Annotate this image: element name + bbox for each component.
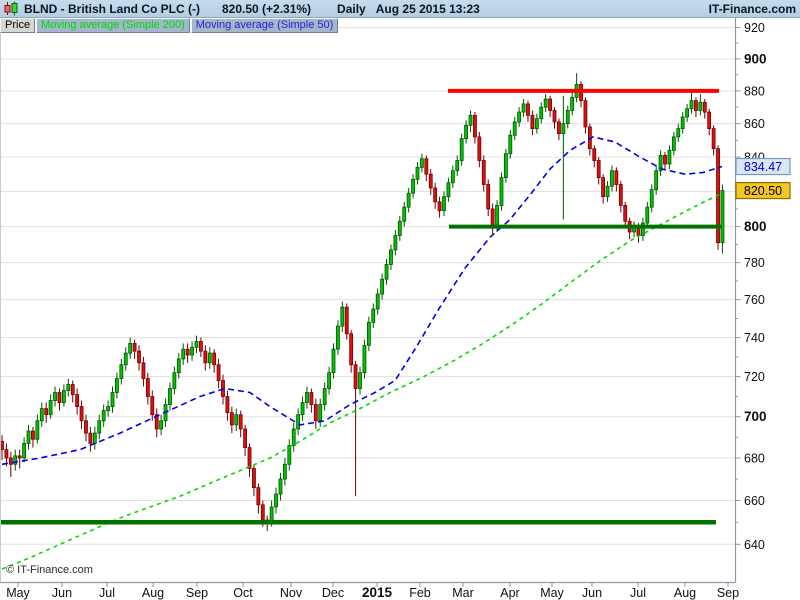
- timeframe-label: Daily: [337, 1, 366, 16]
- price-axis-labels: 9209008808608408208007807607407207006806…: [735, 21, 767, 552]
- svg-text:Jun: Jun: [582, 586, 602, 600]
- svg-text:Aug: Aug: [674, 586, 696, 600]
- svg-text:760: 760: [744, 293, 765, 307]
- svg-text:700: 700: [744, 409, 767, 424]
- last-price-change: 820.50 (+2.31%): [221, 1, 312, 16]
- svg-text:740: 740: [744, 331, 765, 345]
- svg-text:Sep: Sep: [717, 586, 739, 600]
- svg-text:Mar: Mar: [452, 586, 474, 600]
- svg-text:Sep: Sep: [186, 586, 208, 600]
- level-lines: [0, 88, 722, 525]
- legend-tab-ma50[interactable]: Moving average (Simple 50): [190, 18, 339, 33]
- svg-text:900: 900: [744, 51, 767, 66]
- legend-tab-price[interactable]: Price: [0, 18, 36, 33]
- svg-text:880: 880: [744, 84, 765, 98]
- svg-text:Apr: Apr: [500, 586, 519, 600]
- grid-lines: [0, 27, 735, 545]
- svg-text:Feb: Feb: [409, 586, 431, 600]
- svg-text:660: 660: [744, 494, 765, 508]
- quote-datetime: Aug 25 2015 13:23: [375, 1, 480, 16]
- svg-text:780: 780: [744, 256, 765, 270]
- ma200-line: [1, 192, 723, 570]
- svg-text:Nov: Nov: [280, 586, 303, 600]
- axes: [0, 18, 737, 584]
- ma50-line: [1, 136, 723, 466]
- legend-tab-ma200[interactable]: Moving average (Simple 200): [36, 18, 190, 33]
- series-legend: Price Moving average (Simple 200) Moving…: [0, 18, 339, 33]
- svg-text:Jul: Jul: [99, 586, 115, 600]
- svg-text:Jun: Jun: [52, 586, 72, 600]
- title-bar: BLND - British Land Co PLC (-) 820.50 (+…: [0, 0, 800, 18]
- svg-text:Aug: Aug: [142, 586, 164, 600]
- svg-text:Oct: Oct: [233, 586, 253, 600]
- svg-text:860: 860: [744, 117, 765, 131]
- last-price-marker: 820.50: [735, 181, 791, 200]
- svg-text:2015: 2015: [362, 585, 393, 600]
- instrument-title: BLND - British Land Co PLC (-): [24, 1, 200, 16]
- svg-text:Jul: Jul: [630, 586, 646, 600]
- svg-text:720: 720: [744, 370, 765, 384]
- svg-text:800: 800: [744, 219, 767, 234]
- svg-text:May: May: [540, 586, 564, 600]
- copyright-watermark: © IT-Finance.com: [6, 564, 93, 576]
- svg-text:680: 680: [744, 451, 765, 465]
- svg-text:May: May: [6, 586, 30, 600]
- svg-text:920: 920: [744, 21, 765, 35]
- svg-text:Dec: Dec: [322, 586, 344, 600]
- time-axis-labels: May Jun Jul Aug Sep Oct Nov Dec 2015 Feb Mar Apr May…: [6, 582, 739, 600]
- svg-text:820.50: 820.50: [744, 184, 782, 198]
- candles-group: [0, 73, 725, 532]
- candlestick-logo-icon: [3, 1, 20, 16]
- brand-label: IT-Finance.com: [708, 1, 796, 16]
- ma50-value-marker: 834.47: [735, 157, 791, 176]
- svg-text:640: 640: [744, 538, 765, 552]
- svg-text:834.47: 834.47: [744, 160, 782, 174]
